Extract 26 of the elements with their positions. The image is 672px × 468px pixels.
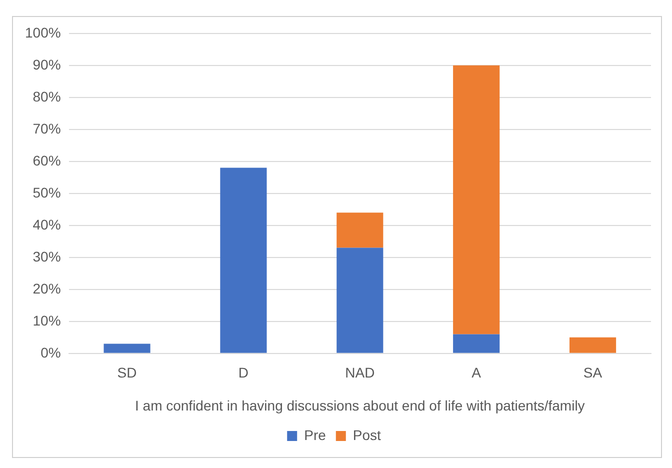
y-tick-label: 20% [32, 280, 61, 296]
legend-label: Pre [304, 426, 326, 443]
bar [220, 168, 267, 353]
x-tick-label: A [472, 364, 482, 381]
y-tick-label: 50% [32, 184, 61, 200]
bar [569, 337, 616, 353]
bar [453, 65, 500, 334]
y-tick-label: 100% [24, 24, 61, 40]
bar [453, 334, 500, 353]
y-tick-label: 60% [32, 152, 61, 168]
bar [336, 212, 384, 248]
y-tick-label: 0% [40, 344, 61, 360]
y-tick-label: 10% [32, 312, 61, 328]
y-tick-label: 90% [32, 56, 61, 72]
bar [104, 344, 150, 353]
x-tick-label: SD [117, 364, 137, 381]
x-tick-label: SA [583, 364, 603, 381]
legend-label: Post [352, 426, 382, 443]
x-axis-title: I am confident in having discussions about end of life with patients/family [134, 397, 585, 414]
x-tick-label: NAD [345, 364, 375, 381]
x-tick-label: D [238, 364, 249, 381]
y-tick-label: 40% [32, 216, 61, 232]
y-tick-label: 70% [32, 120, 61, 136]
bar [336, 248, 384, 353]
y-tick-label: 30% [32, 248, 61, 264]
y-tick-label: 80% [32, 88, 61, 104]
